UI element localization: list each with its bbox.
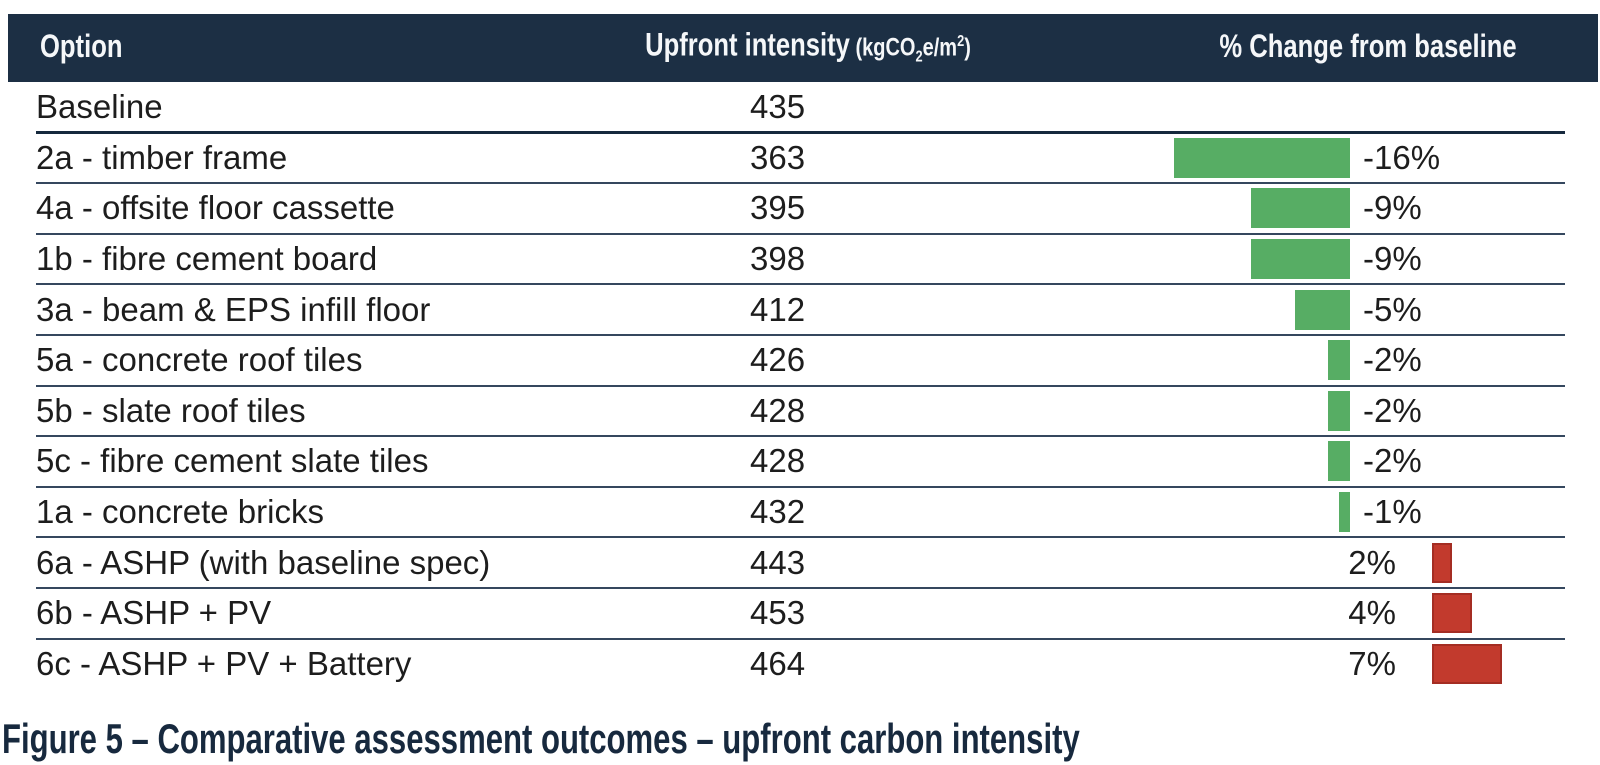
- intensity-cell: 426: [750, 341, 806, 379]
- option-cell: 5b - slate roof tiles: [36, 391, 306, 429]
- intensity-header-unit: (kgCO2e/m2): [849, 33, 971, 66]
- pct-change-cell: -2%: [1363, 341, 1422, 379]
- option-cell: 6c - ASHP + PV + Battery: [36, 644, 412, 682]
- option-cell: 5c - fibre cement slate tiles: [36, 442, 429, 480]
- change-bar: [1251, 239, 1350, 280]
- pct-change-cell: -9%: [1363, 189, 1422, 227]
- change-bar: [1295, 289, 1350, 330]
- option-cell: 6a - ASHP (with baseline spec): [36, 543, 491, 581]
- table-row-1a: 1a - concrete bricks 432 -1%: [0, 487, 1600, 538]
- intensity-cell: 398: [750, 240, 806, 278]
- option-cell: 5a - concrete roof tiles: [36, 341, 363, 379]
- table-row-6b: 6b - ASHP + PV 453 4%: [0, 588, 1600, 640]
- change-bar: [1339, 492, 1350, 533]
- pct-change-cell: -5%: [1363, 290, 1422, 328]
- table-row-4a: 4a - offsite floor cassette 395 -9%: [0, 183, 1600, 235]
- table-row-5b: 5b - slate roof tiles 428 -2%: [0, 386, 1600, 437]
- pct-change-cell: -9%: [1363, 240, 1422, 278]
- intensity-cell: 443: [750, 543, 806, 581]
- option-cell: 3a - beam & EPS infill floor: [36, 290, 431, 328]
- change-bar: [1174, 137, 1350, 178]
- intensity-cell: 363: [750, 138, 806, 176]
- intensity-cell: 428: [750, 391, 806, 429]
- table-body: Baseline 435 2a - timber frame 363 -16% …: [0, 82, 1600, 689]
- option-cell: 1a - concrete bricks: [36, 493, 324, 531]
- column-header-option: Option: [40, 28, 123, 65]
- table-row-1b: 1b - fibre cement board 398 -9%: [0, 234, 1600, 285]
- change-bar: [1432, 643, 1502, 684]
- intensity-cell: 435: [750, 88, 806, 126]
- option-cell: 4a - offsite floor cassette: [36, 189, 395, 227]
- intensity-cell: 412: [750, 290, 806, 328]
- change-bar: [1432, 593, 1472, 634]
- option-cell: Baseline: [36, 88, 163, 126]
- pct-change-cell: -2%: [1363, 442, 1422, 480]
- table-header-row: Option Upfront intensity (kgCO2e/m2) % C…: [8, 14, 1598, 82]
- change-bar: [1328, 340, 1350, 381]
- figure-caption: Figure 5 – Comparative assessment outcom…: [2, 715, 1080, 762]
- table-row-baseline: Baseline 435: [0, 82, 1600, 134]
- option-cell: 1b - fibre cement board: [36, 240, 378, 278]
- table-row-5a: 5a - concrete roof tiles 426 -2%: [0, 335, 1600, 387]
- option-cell: 2a - timber frame: [36, 138, 288, 176]
- intensity-cell: 432: [750, 493, 806, 531]
- intensity-cell: 453: [750, 594, 806, 632]
- pct-change-cell: -1%: [1363, 493, 1422, 531]
- intensity-header-text: Upfront intensity: [645, 26, 850, 63]
- pct-change-cell: 4%: [1348, 594, 1396, 632]
- intensity-cell: 395: [750, 189, 806, 227]
- change-bar: [1251, 188, 1350, 229]
- change-bar: [1328, 390, 1350, 431]
- pct-change-cell: -16%: [1363, 138, 1441, 176]
- table-row-5c: 5c - fibre cement slate tiles 428 -2%: [0, 436, 1600, 488]
- change-bar: [1328, 441, 1350, 482]
- change-bar: [1432, 542, 1452, 583]
- table-row-6a: 6a - ASHP (with baseline spec) 443 2%: [0, 537, 1600, 589]
- table-row-2a: 2a - timber frame 363 -16%: [0, 133, 1600, 184]
- table-row-3a: 3a - beam & EPS infill floor 412 -5%: [0, 284, 1600, 336]
- pct-change-cell: 2%: [1348, 543, 1396, 581]
- column-header-intensity: Upfront intensity (kgCO2e/m2): [645, 26, 971, 66]
- option-cell: 6b - ASHP + PV: [36, 594, 272, 632]
- table-row-6c: 6c - ASHP + PV + Battery 464 7%: [0, 639, 1600, 690]
- column-header-change: % Change from baseline: [1219, 28, 1517, 65]
- pct-change-cell: -2%: [1363, 391, 1422, 429]
- intensity-cell: 428: [750, 442, 806, 480]
- intensity-cell: 464: [750, 644, 806, 682]
- pct-change-cell: 7%: [1348, 644, 1396, 682]
